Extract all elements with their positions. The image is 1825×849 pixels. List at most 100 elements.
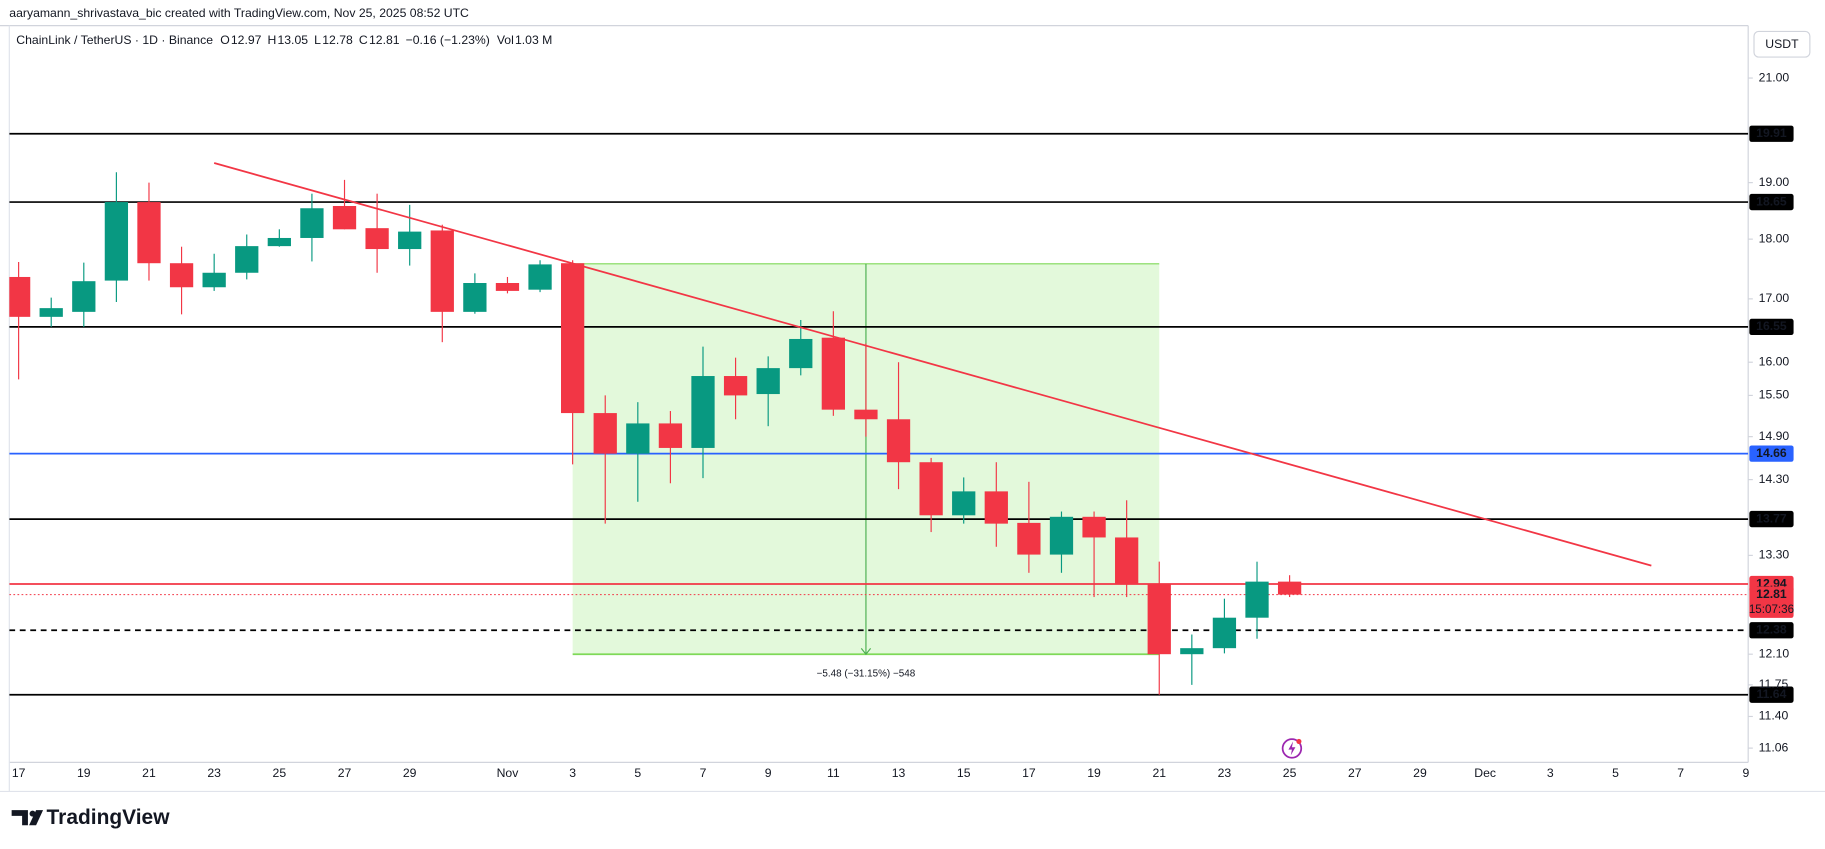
x-tick-label: 5 — [1612, 766, 1619, 780]
level-label: 13.77 — [1756, 511, 1787, 525]
x-tick-label: 21 — [142, 766, 156, 780]
level-label-box — [1749, 193, 1794, 211]
candle-body — [495, 283, 520, 291]
stat-value: 12.81 — [369, 33, 400, 47]
volume-label: Vol — [497, 33, 514, 47]
x-tick-label: Dec — [1474, 766, 1496, 780]
candle-body — [561, 263, 585, 414]
stat-value: 13.05 — [277, 33, 308, 47]
x-tick-label: 23 — [207, 766, 221, 780]
y-tick-label: 11.75 — [1759, 677, 1789, 691]
candle-body — [1017, 522, 1041, 555]
level-label-box — [1749, 318, 1794, 336]
level-label-box — [1749, 445, 1794, 462]
candle-body — [365, 228, 389, 250]
candle-body — [104, 202, 129, 281]
y-tick-label: 21.00 — [1759, 70, 1790, 84]
level-label: 11.64 — [1757, 687, 1787, 701]
candle-body — [1049, 516, 1074, 555]
candle-body — [463, 283, 487, 312]
x-tick-label: 27 — [338, 766, 352, 780]
candle-body — [235, 246, 259, 273]
currency-box[interactable] — [1753, 30, 1811, 58]
x-tick-label: 19 — [77, 766, 91, 780]
trendline — [213, 162, 1652, 567]
x-tick-label: 17 — [1022, 766, 1036, 780]
candle-body — [137, 202, 161, 264]
y-tick-label: 14.90 — [1759, 429, 1790, 443]
candle-body — [300, 208, 324, 238]
countdown: 15:07:36 — [1749, 603, 1794, 616]
x-tick-label: Nov — [497, 766, 520, 780]
level-label: 14.66 — [1756, 446, 1787, 460]
stat-label: O — [220, 33, 230, 47]
x-tick-label: 25 — [273, 766, 287, 780]
y-tick-label: 15.50 — [1759, 388, 1790, 402]
level-label: 12.38 — [1756, 623, 1787, 637]
x-tick-label: 25 — [1283, 766, 1297, 780]
change: −0.16 (−1.23%) — [406, 33, 490, 47]
level-label-box — [1749, 586, 1794, 618]
x-tick-label: 29 — [403, 766, 417, 780]
range-arrow-head — [860, 648, 872, 656]
y-tick-label: 13.30 — [1759, 548, 1790, 562]
currency[interactable]: USDT — [1765, 37, 1799, 51]
candle-body — [1277, 581, 1302, 595]
candle-body — [952, 491, 976, 516]
x-tick-label: 9 — [1742, 766, 1749, 780]
x-tick-label: 13 — [892, 766, 906, 780]
level-label: 16.55 — [1756, 319, 1787, 333]
plot-area: −5.48 (−31.15%) −548 — [9, 132, 1749, 696]
candle-body — [593, 413, 617, 454]
x-tick-label: 11 — [827, 766, 840, 780]
candle-body — [919, 462, 943, 516]
y-tick-label: 14.30 — [1759, 472, 1790, 486]
level-label: 19.91 — [1756, 126, 1787, 140]
candle-body — [1180, 648, 1204, 655]
x-tick-label: 7 — [1677, 766, 1684, 780]
candle-body — [1245, 581, 1269, 618]
x-tick-label: 9 — [765, 766, 772, 780]
stat-value: 12.78 — [322, 33, 353, 47]
y-tick-label: 16.00 — [1759, 354, 1790, 368]
credit: aaryamann_shrivastava_bic created with T… — [9, 6, 469, 20]
range-label: −5.48 (−31.15%) −548 — [817, 669, 916, 680]
candle-body — [626, 423, 650, 454]
symbol-title: ChainLink / TetherUS · 1D · Binance — [16, 33, 213, 47]
x-tick-label: 27 — [1348, 766, 1362, 780]
x-tick-label: 19 — [1087, 766, 1101, 780]
x-tick-label: 29 — [1413, 766, 1427, 780]
stat-value: 12.97 — [231, 33, 262, 47]
x-tick-label: 3 — [569, 766, 576, 780]
candle-body — [756, 368, 780, 395]
stat-label: H — [267, 33, 276, 47]
candle-body — [789, 338, 813, 369]
level-label: 12.81 — [1756, 587, 1787, 601]
y-tick-label: 19.00 — [1759, 175, 1790, 189]
x-tick-label: 17 — [12, 766, 26, 780]
candle-body — [1147, 584, 1171, 655]
brand: TradingView — [47, 806, 171, 829]
overlay: 19.9118.6516.5514.6613.7712.9412.3811.64… — [1749, 125, 1794, 703]
stat-label: L — [314, 33, 321, 47]
x-tick-label: 7 — [700, 766, 707, 780]
y-tick-label: 11.06 — [1759, 740, 1789, 754]
candle-body — [202, 272, 226, 288]
x-tick-label: 3 — [1547, 766, 1554, 780]
y-tick-label: 17.00 — [1759, 291, 1790, 305]
y-tick-label: 12.10 — [1759, 646, 1790, 660]
candle-body — [1115, 537, 1139, 585]
candle-body — [267, 237, 291, 247]
x-tick-label: 21 — [1152, 766, 1166, 780]
candle-body — [658, 423, 683, 448]
candle-body — [72, 281, 96, 312]
level-label-box — [1749, 622, 1794, 639]
alert-icon[interactable] — [1281, 738, 1303, 759]
candle-body — [9, 276, 31, 317]
y-tick-label: 11.40 — [1759, 709, 1789, 723]
level-label-box — [1749, 686, 1794, 703]
candle-body — [821, 337, 845, 410]
candle-body — [169, 263, 194, 288]
